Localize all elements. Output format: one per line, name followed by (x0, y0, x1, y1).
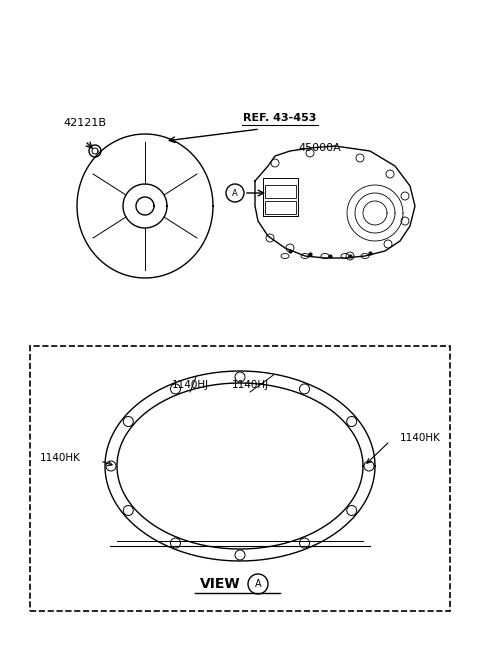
Text: 1140HJ: 1140HJ (231, 380, 269, 390)
Text: REF. 43-453: REF. 43-453 (243, 113, 317, 123)
Text: 1140HK: 1140HK (399, 433, 441, 443)
Text: 1140HK: 1140HK (39, 453, 81, 463)
Text: A: A (255, 579, 261, 589)
Text: 45000A: 45000A (299, 143, 341, 153)
Text: 42121B: 42121B (63, 118, 107, 128)
Text: VIEW: VIEW (200, 577, 240, 591)
Bar (265, 185, 296, 198)
Bar (265, 201, 296, 214)
Text: A: A (232, 188, 238, 197)
Text: 1140HJ: 1140HJ (171, 380, 209, 390)
